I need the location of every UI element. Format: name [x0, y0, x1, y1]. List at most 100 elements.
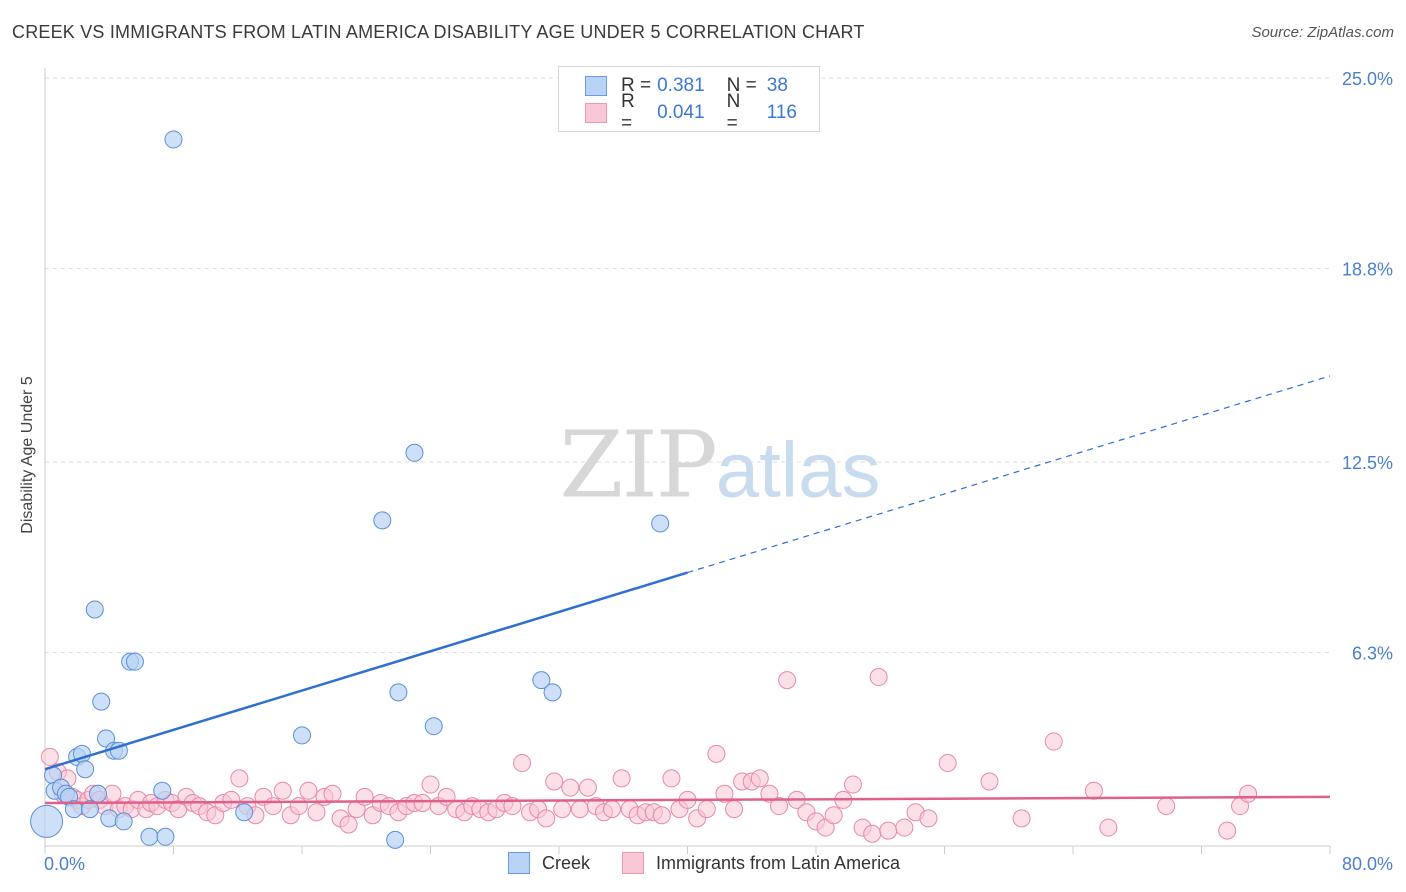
creek-point [92, 692, 111, 711]
legend-item-creek: Creek [508, 852, 590, 874]
x-tick-label: 80.0% [1342, 854, 1393, 874]
immigrants-point [707, 744, 726, 763]
immigrants-point [652, 806, 671, 825]
creek-point [543, 683, 562, 702]
immigrants-point [339, 815, 358, 834]
creek-point [125, 652, 144, 671]
immigrants-point [919, 809, 938, 828]
creek-point [89, 784, 108, 803]
creek-swatch [508, 852, 530, 874]
immigrants-point [843, 775, 862, 794]
creek-swatch [585, 76, 607, 96]
immigrants-point [421, 775, 440, 794]
immigrants-point [750, 769, 769, 788]
legend-n-label: N = [726, 75, 757, 96]
immigrants-swatch [622, 852, 644, 874]
immigrants-point [980, 772, 999, 791]
watermark-atlas: atlas [715, 425, 881, 514]
immigrants-point [603, 800, 622, 819]
creek-point [386, 830, 405, 849]
immigrants-point [545, 772, 564, 791]
immigrants-point [561, 778, 580, 797]
immigrants-point [1157, 797, 1176, 816]
creek-point [424, 717, 443, 736]
axes [44, 68, 1331, 854]
immigrants-point [697, 800, 716, 819]
creek-point [114, 812, 133, 831]
creek-point [405, 443, 424, 462]
immigrants-point [715, 784, 734, 803]
creek-point [80, 800, 99, 819]
immigrants-point [553, 800, 572, 819]
legend-n-value: 116 [766, 102, 797, 123]
legend-r-value: 0.041 [657, 102, 705, 123]
watermark-zip: ZIP [559, 411, 718, 519]
legend-r-label: R = [621, 75, 652, 96]
immigrants-point [1099, 818, 1118, 837]
stats-legend: R = 0.381 N = 38 R = 0.041 N = 116 [558, 66, 820, 134]
immigrants-point [40, 747, 59, 766]
creek-point [293, 726, 311, 745]
immigrants-point [570, 800, 589, 819]
chart-title: CREEK VS IMMIGRANTS FROM LATIN AMERICA D… [12, 22, 865, 42]
creek-point [140, 827, 159, 846]
creek-point [156, 827, 175, 846]
immigrants-point [938, 754, 957, 773]
immigrants-point [1218, 821, 1237, 840]
immigrants-point [413, 793, 432, 812]
immigrants-point [537, 809, 556, 828]
gridlines [45, 77, 1330, 653]
immigrants-point [895, 818, 914, 837]
creek-point [153, 781, 172, 800]
creek-trend-line [44, 571, 688, 771]
immigrants-point [879, 821, 898, 840]
immigrants-point [513, 754, 532, 773]
immigrants-point [869, 668, 888, 687]
y-tick-label: 18.8% [1342, 259, 1393, 279]
x-tick-label: 0.0% [44, 854, 85, 874]
immigrants-point [662, 769, 681, 788]
y-tick-label: 25.0% [1342, 69, 1393, 89]
immigrants-point [323, 784, 342, 803]
immigrants-point [289, 797, 308, 816]
creek-series [30, 130, 670, 849]
creek-point [76, 760, 95, 779]
immigrants-point [863, 824, 882, 843]
legend-immigrants-label: Immigrants from Latin America [656, 852, 901, 873]
immigrants-point [1084, 781, 1103, 800]
watermark: ZIPatlas [560, 412, 881, 519]
immigrants-trend-line [44, 795, 1331, 805]
immigrants-point [264, 797, 283, 816]
legend-creek-label: Creek [542, 852, 591, 873]
creek-point [389, 683, 408, 702]
immigrants-point [273, 781, 292, 800]
creek-trend-extension [687, 375, 1331, 574]
immigrants-point [230, 769, 249, 788]
immigrants-point [612, 769, 631, 788]
immigrants-point [578, 778, 597, 797]
creek-point [532, 671, 551, 690]
immigrants-point [307, 803, 326, 822]
immigrants-point [725, 800, 744, 819]
immigrants-point [299, 781, 318, 800]
creek-point [85, 600, 104, 619]
creek-point [373, 511, 392, 530]
immigrants-point [770, 797, 789, 816]
immigrants-point [1012, 809, 1031, 828]
legend-item-immigrants: Immigrants from Latin America [622, 852, 900, 874]
immigrants-point [824, 806, 843, 825]
legend-r-value: 0.381 [657, 75, 705, 96]
legend-n-value: 38 [766, 75, 788, 96]
y-tick-label: 6.3% [1352, 643, 1393, 663]
source-credit: Source: ZipAtlas.com [1251, 24, 1394, 41]
creek-point [235, 803, 254, 822]
legend-r-label: R = [620, 91, 635, 134]
immigrants-point [778, 671, 797, 690]
legend-row-immigrants: R = 0.041 N = 116 [585, 91, 819, 134]
y-tick-label: 12.5% [1342, 453, 1393, 473]
immigrants-point [1044, 732, 1063, 751]
creek-point [30, 804, 64, 838]
immigrants-point [222, 790, 241, 809]
immigrants-point [760, 784, 779, 803]
creek-point [164, 130, 183, 149]
